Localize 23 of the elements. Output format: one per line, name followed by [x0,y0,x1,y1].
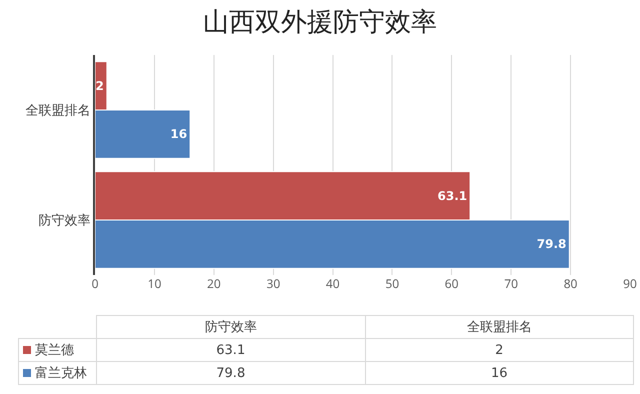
chart-title: 山西双外援防守效率 [203,7,437,38]
category-label: 防守效率 [204,320,257,335]
data-label: 2 [96,78,104,93]
text: 63.1 [96,338,365,362]
data-label: 16 [170,127,188,142]
text: 79.8 [96,362,365,384]
x-tick-label: 10 [148,275,162,292]
category-label: 全联盟排名 [466,320,532,335]
x-tick-label: 60 [444,275,459,292]
x-tick-label: 20 [207,275,221,292]
x-tick-label: 90 [623,275,637,292]
x-tick-label: 50 [385,275,400,292]
data-label: 63.1 [437,188,468,203]
legend-label: 莫兰德 [18,338,96,362]
text: 2 [365,338,634,362]
text: 16 [365,362,634,384]
x-tick-label: 0 [92,275,99,292]
x-tick-label: 40 [326,275,340,292]
x-tick-label: 30 [266,275,280,292]
x-tick-label: 70 [504,275,518,292]
data-label: 79.8 [536,237,566,252]
legend-label: 富兰克林 [18,362,96,384]
x-tick-label: 80 [564,275,578,292]
